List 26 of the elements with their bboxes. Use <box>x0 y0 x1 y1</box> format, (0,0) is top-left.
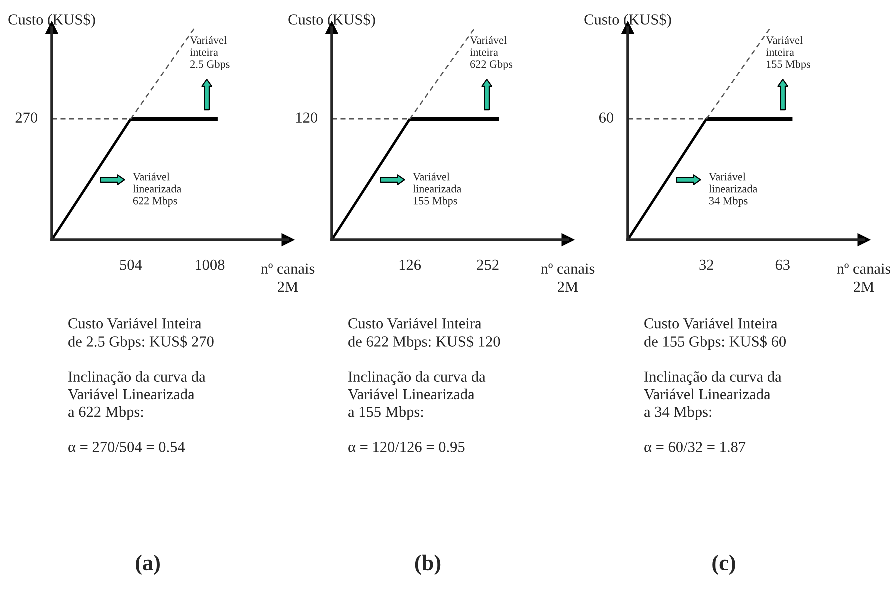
x-tick-label: 1008 <box>196 260 225 270</box>
annotation: Variável linearizada 34 Mbps <box>709 172 758 208</box>
y-axis-title: Custo (KUS$) <box>584 14 672 28</box>
annotation: Variável linearizada 155 Mbps <box>413 172 462 208</box>
x-tick-label: 126 <box>400 260 422 270</box>
text: Custo Variável Inteira de 155 Gbps: KUS$ 60 Inclinação da curva da Variável Linearizada a 34 Mbps: α = 60/32 = 1.87 <box>644 318 786 452</box>
y-axis-title: Custo (KUS$) <box>288 14 376 28</box>
text: 60 <box>599 112 614 123</box>
x-tick-label: 504 <box>120 260 142 270</box>
x-axis-title: nº canais 2M <box>261 264 315 292</box>
text: 120 <box>296 112 318 123</box>
annotation: Variável inteira 622 Gbps <box>470 36 513 70</box>
text: Custo Variável Inteira de 2.5 Gbps: KUS$ 270 Inclinação da curva da Variável Linearizada a 622 Mbps: α = 270/504 = 0.54 <box>68 318 214 452</box>
text: (a) <box>136 554 160 576</box>
x-tick-label: 32 <box>700 260 714 270</box>
annotation: Variável inteira 2.5 Gbps <box>190 36 230 70</box>
text: Custo Variável Inteira de 622 Mbps: KUS$ 120 Inclinação da curva da Variável Linearizada a 155 Mbps: α = 120/126 = 0.95 <box>348 318 500 452</box>
text: (c) <box>712 554 736 576</box>
x-tick-label: 63 <box>776 260 790 270</box>
x-tick-label: 252 <box>477 260 499 270</box>
annotation: Variável inteira 155 Mbps <box>766 36 810 70</box>
y-axis-title: Custo (KUS$) <box>8 14 96 28</box>
text: (b) <box>415 554 441 576</box>
text: 270 <box>16 112 38 123</box>
annotation: Variável linearizada 622 Mbps <box>133 172 182 208</box>
x-axis-title: nº canais 2M <box>541 264 595 292</box>
